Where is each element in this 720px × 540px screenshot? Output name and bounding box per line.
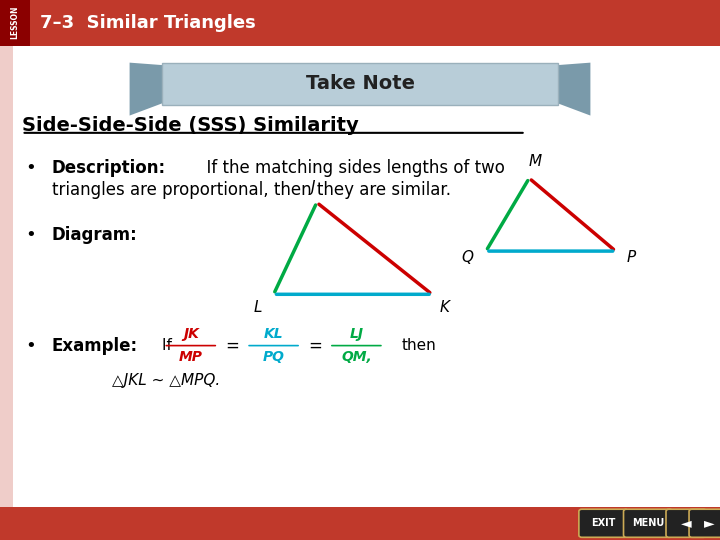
FancyBboxPatch shape	[689, 509, 720, 537]
FancyBboxPatch shape	[0, 507, 720, 540]
Text: EXIT: EXIT	[591, 518, 616, 528]
Text: K: K	[440, 300, 450, 315]
Text: 7–3  Similar Triangles: 7–3 Similar Triangles	[40, 14, 256, 32]
Text: L: L	[253, 300, 262, 315]
Text: then: then	[402, 338, 436, 353]
FancyBboxPatch shape	[162, 63, 558, 105]
Text: •: •	[25, 159, 36, 178]
Text: •: •	[25, 226, 36, 244]
Text: LJ: LJ	[349, 327, 364, 341]
Polygon shape	[554, 63, 590, 116]
Text: •: •	[25, 336, 36, 355]
Text: Side-Side-Side (SSS) Similarity: Side-Side-Side (SSS) Similarity	[22, 116, 359, 135]
FancyBboxPatch shape	[579, 509, 628, 537]
Text: Diagram:: Diagram:	[52, 226, 138, 244]
Text: KL: KL	[264, 327, 284, 341]
Text: triangles are proportional, then they are similar.: triangles are proportional, then they ar…	[52, 181, 451, 199]
Text: Description:: Description:	[52, 159, 166, 178]
Text: Q: Q	[462, 250, 473, 265]
Polygon shape	[130, 63, 166, 116]
Text: MENU: MENU	[632, 518, 664, 528]
FancyBboxPatch shape	[0, 0, 720, 46]
FancyBboxPatch shape	[666, 509, 706, 537]
Text: JK: JK	[183, 327, 199, 341]
FancyBboxPatch shape	[0, 46, 13, 507]
Text: ◄: ◄	[681, 516, 691, 530]
Text: If the matching sides lengths of two: If the matching sides lengths of two	[196, 159, 505, 178]
Text: =: =	[308, 336, 323, 355]
FancyBboxPatch shape	[624, 509, 672, 537]
Text: MP: MP	[179, 350, 203, 365]
Text: ►: ►	[704, 516, 714, 530]
Text: Example:: Example:	[52, 336, 138, 355]
Text: J: J	[311, 180, 315, 195]
Text: △JKL ~ △MPQ.: △JKL ~ △MPQ.	[112, 373, 220, 388]
Text: =: =	[225, 336, 240, 355]
FancyBboxPatch shape	[0, 0, 30, 46]
Text: Take Note: Take Note	[305, 74, 415, 93]
Text: P: P	[627, 250, 636, 265]
Text: If: If	[162, 338, 176, 353]
Text: M: M	[528, 154, 541, 170]
Text: LESSON: LESSON	[11, 6, 19, 39]
Text: PQ: PQ	[263, 350, 284, 365]
Text: QM,: QM,	[341, 350, 372, 365]
